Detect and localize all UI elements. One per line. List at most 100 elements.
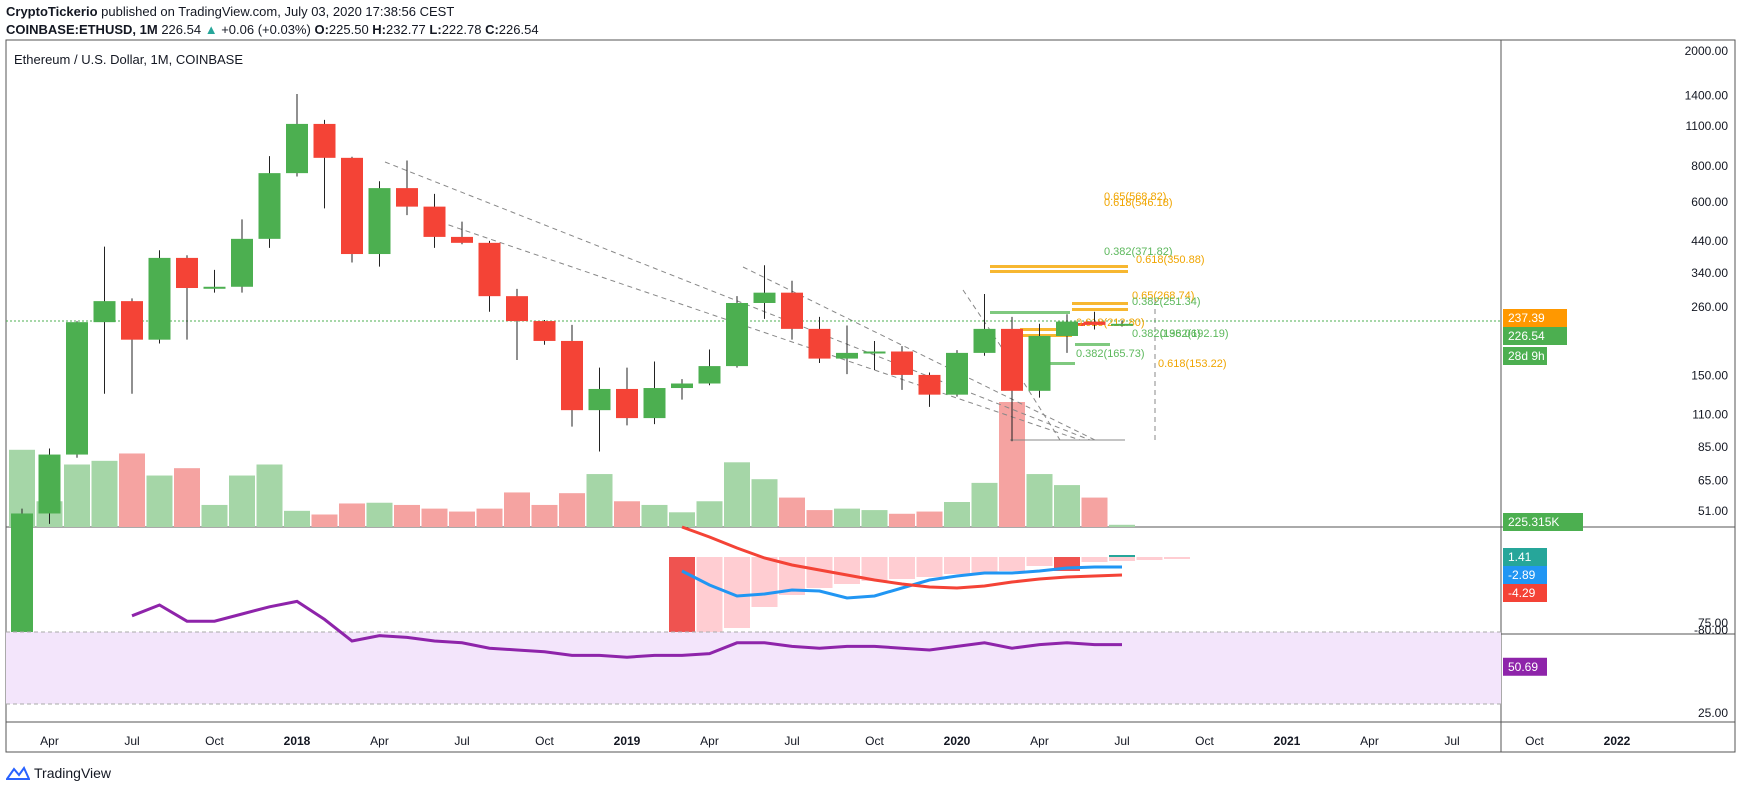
macd-badge-signal: -4.29 bbox=[1508, 586, 1536, 600]
volume-bar bbox=[751, 479, 778, 527]
candle-body bbox=[478, 242, 501, 297]
low-value: 222.78 bbox=[441, 22, 482, 37]
volume-bar bbox=[1054, 485, 1080, 527]
time-axis-label: 2022 bbox=[1604, 734, 1631, 748]
fib-label: 0.382(192.19) bbox=[1160, 328, 1229, 340]
volume-bar bbox=[64, 464, 90, 527]
macd-histogram-bar bbox=[971, 557, 998, 573]
time-axis-label: Oct bbox=[535, 734, 554, 748]
candle-body bbox=[231, 238, 253, 287]
volume-badge: 225.315K bbox=[1508, 515, 1559, 529]
volume-bar bbox=[146, 475, 173, 527]
volume-bar bbox=[696, 501, 723, 527]
publish-info: CryptoTickerio published on TradingView.… bbox=[6, 4, 454, 19]
volume-bar bbox=[889, 513, 915, 527]
price-tick-label: 440.00 bbox=[1691, 234, 1728, 248]
candle-body bbox=[973, 328, 996, 353]
change: +0.06 (+0.03%) bbox=[221, 22, 311, 37]
fib-level-line bbox=[990, 270, 1128, 273]
volume-bar bbox=[916, 511, 943, 527]
fib-level-line bbox=[1020, 328, 1072, 331]
volume-bar bbox=[119, 453, 145, 527]
volume-bar bbox=[201, 504, 228, 527]
volume-bar bbox=[311, 514, 338, 527]
fib-label: 0.618(153.22) bbox=[1158, 358, 1227, 370]
candle-body bbox=[533, 321, 556, 341]
candle-body bbox=[891, 351, 913, 375]
volume-bar bbox=[1026, 474, 1053, 527]
tradingview-logo-icon bbox=[6, 766, 30, 780]
close-value: 226.54 bbox=[498, 22, 539, 37]
candle-body bbox=[1056, 321, 1078, 336]
volume-bar bbox=[531, 504, 558, 527]
candle-body bbox=[396, 188, 418, 207]
volume-bar bbox=[174, 468, 200, 527]
macd-badge-signal-bg bbox=[1503, 584, 1547, 602]
current-price-badge-bg bbox=[1503, 327, 1567, 345]
candle-body bbox=[368, 188, 391, 255]
volume-bar bbox=[669, 512, 695, 527]
candle-body bbox=[1083, 321, 1106, 325]
candle-body bbox=[506, 296, 528, 322]
candle-body bbox=[286, 123, 308, 174]
volume-bar bbox=[559, 493, 585, 527]
published-text: published on TradingView.com, July 03, 2… bbox=[101, 4, 455, 19]
current-price-badge: 226.54 bbox=[1508, 329, 1545, 343]
up-arrow-icon: ▲ bbox=[204, 22, 218, 37]
macd-badge-macd: -2.89 bbox=[1508, 568, 1536, 582]
macd-histogram-bar bbox=[1109, 557, 1135, 561]
ohlc-legend: COINBASE:ETHUSD, 1M 226.54 ▲ +0.06 (+0.0… bbox=[6, 22, 539, 37]
price-tick-label: 51.00 bbox=[1698, 504, 1728, 518]
volume-bar bbox=[779, 497, 805, 527]
candle-body bbox=[753, 292, 776, 303]
volume-bar bbox=[944, 502, 970, 527]
candle-body bbox=[616, 388, 638, 419]
fib-level-line bbox=[990, 311, 1070, 314]
candle-body bbox=[946, 352, 968, 395]
price-tick-label: 110.00 bbox=[1692, 408, 1728, 422]
fib-label: 0.618(546.18) bbox=[1104, 197, 1173, 209]
fib-level-line bbox=[1075, 343, 1110, 346]
candle-body bbox=[863, 351, 886, 354]
volume-bar bbox=[724, 462, 750, 527]
candle-body bbox=[1111, 323, 1133, 326]
time-axis-label: Apr bbox=[700, 734, 719, 748]
candle-body bbox=[918, 374, 941, 395]
countdown-badge-bg bbox=[1503, 347, 1547, 365]
fib-label: 0.382(371.82) bbox=[1104, 246, 1173, 258]
last-price: 226.54 bbox=[161, 22, 202, 37]
fib-label: 0.382(251.34) bbox=[1132, 296, 1201, 308]
volume-bar bbox=[91, 460, 118, 527]
high-value: 232.77 bbox=[386, 22, 426, 37]
volume-bar bbox=[284, 510, 310, 527]
time-axis-label: Oct bbox=[205, 734, 224, 748]
trend-line bbox=[439, 221, 1081, 441]
footer-brand[interactable]: TradingView bbox=[6, 765, 111, 781]
rsi-line bbox=[131, 599, 1122, 659]
macd-histogram-bar bbox=[889, 557, 915, 579]
rsi-tick-label: 75.00 bbox=[1698, 616, 1728, 630]
candle-body bbox=[561, 340, 583, 411]
time-axis-label: Oct bbox=[1525, 734, 1544, 748]
volume-bar bbox=[861, 510, 888, 527]
fib-level-line bbox=[1040, 362, 1075, 365]
macd-histogram-bar bbox=[916, 557, 943, 577]
time-axis-label: Oct bbox=[865, 734, 884, 748]
volume-bar bbox=[834, 508, 860, 527]
price-tick-label: 85.00 bbox=[1698, 440, 1728, 454]
macd-tick-label: -80.00 bbox=[1694, 623, 1728, 637]
time-axis-label: Jul bbox=[1444, 734, 1459, 748]
candle-body bbox=[1001, 328, 1023, 391]
macd-histogram-bar bbox=[944, 557, 970, 574]
fib-level-line bbox=[1020, 334, 1072, 337]
macd-histogram-bar bbox=[1136, 557, 1163, 560]
time-axis-label: 2021 bbox=[1274, 734, 1301, 748]
author[interactable]: CryptoTickerio bbox=[6, 4, 98, 19]
time-axis-label: Apr bbox=[1030, 734, 1049, 748]
candle-body bbox=[643, 388, 666, 419]
price-tick-label: 2000.00 bbox=[1685, 44, 1729, 58]
candle-body bbox=[781, 292, 803, 329]
candle-body bbox=[38, 454, 61, 514]
macd-histogram-bar bbox=[1164, 557, 1190, 559]
